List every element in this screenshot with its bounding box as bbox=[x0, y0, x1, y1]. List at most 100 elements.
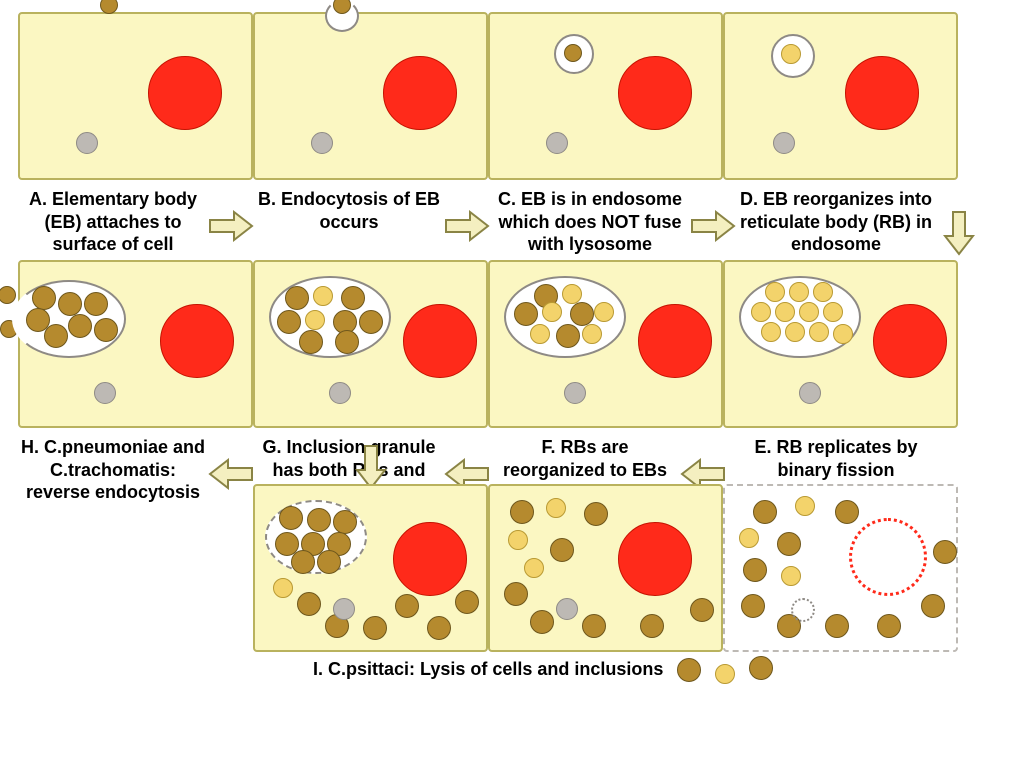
rb-icon bbox=[594, 302, 614, 322]
label-H: H. C.pneumoniae and C.trachomatis: rever… bbox=[18, 436, 208, 504]
row-1-labels: A. Elementary body (EB) attaches to surf… bbox=[18, 188, 1016, 256]
eb-icon bbox=[743, 558, 767, 582]
eb-icon bbox=[333, 510, 357, 534]
eb-icon bbox=[753, 500, 777, 524]
nucleus-icon bbox=[873, 304, 947, 378]
arrow-E-F bbox=[680, 436, 726, 490]
eb-icon bbox=[297, 592, 321, 616]
label-C: C. EB is in endosome which does NOT fuse… bbox=[490, 188, 690, 256]
rb-icon bbox=[562, 284, 582, 304]
eb-icon bbox=[307, 508, 331, 532]
lysosome-icon bbox=[76, 132, 98, 154]
label-I: I. C.psittaci: Lysis of cells and inclus… bbox=[313, 658, 663, 681]
rb-icon bbox=[305, 310, 325, 330]
cell-E bbox=[723, 260, 958, 428]
eb-icon bbox=[299, 330, 323, 354]
eb-icon bbox=[556, 324, 580, 348]
eb-icon bbox=[570, 302, 594, 326]
eb-icon bbox=[582, 614, 606, 638]
eb-icon bbox=[550, 538, 574, 562]
rb-icon bbox=[795, 496, 815, 516]
lysosome-lysed-icon bbox=[791, 598, 815, 622]
eb-icon bbox=[32, 286, 56, 310]
rb-icon bbox=[809, 322, 829, 342]
eb-icon bbox=[0, 286, 16, 304]
eb-icon bbox=[504, 582, 528, 606]
eb-icon bbox=[58, 292, 82, 316]
eb-icon bbox=[44, 324, 68, 348]
label-E: E. RB replicates by binary fission bbox=[726, 436, 946, 481]
rb-icon bbox=[833, 324, 853, 344]
label-D: D. EB reorganizes into reticulate body (… bbox=[736, 188, 936, 256]
rb-icon bbox=[785, 322, 805, 342]
eb-icon bbox=[921, 594, 945, 618]
arrow-G-H bbox=[208, 436, 254, 490]
eb-icon bbox=[395, 594, 419, 618]
row-2-cells bbox=[18, 260, 1016, 428]
eb-icon bbox=[277, 310, 301, 334]
eb-icon bbox=[933, 540, 957, 564]
cell-G bbox=[253, 260, 488, 428]
eb-icon bbox=[777, 532, 801, 556]
eb-icon bbox=[825, 614, 849, 638]
lysosome-icon bbox=[556, 598, 578, 620]
eb-icon bbox=[335, 330, 359, 354]
lysosome-icon bbox=[564, 382, 586, 404]
cell-H bbox=[18, 260, 253, 428]
eb-icon bbox=[677, 658, 701, 682]
eb-icon bbox=[835, 500, 859, 524]
eb-icon bbox=[741, 594, 765, 618]
eb-icon bbox=[68, 314, 92, 338]
arrow-C-D bbox=[690, 188, 736, 242]
rb-icon bbox=[524, 558, 544, 578]
arrow-B-C bbox=[444, 188, 490, 242]
cell-I1 bbox=[253, 484, 488, 652]
cell-B bbox=[253, 12, 488, 180]
lysosome-icon bbox=[94, 382, 116, 404]
eb-icon bbox=[877, 614, 901, 638]
eb-icon bbox=[427, 616, 451, 640]
rb-icon bbox=[546, 498, 566, 518]
eb-icon bbox=[341, 286, 365, 310]
rb-icon bbox=[765, 282, 785, 302]
rb-icon bbox=[761, 322, 781, 342]
rb-icon bbox=[781, 566, 801, 586]
eb-icon bbox=[584, 502, 608, 526]
nucleus-icon bbox=[618, 522, 692, 596]
nucleus-lysed-icon bbox=[849, 518, 927, 596]
lysosome-icon bbox=[773, 132, 795, 154]
rb-icon bbox=[530, 324, 550, 344]
nucleus-icon bbox=[845, 56, 919, 130]
label-F: F. RBs are reorganized to EBs bbox=[490, 436, 680, 481]
nucleus-icon bbox=[403, 304, 477, 378]
nucleus-icon bbox=[393, 522, 467, 596]
eb-icon bbox=[455, 590, 479, 614]
cell-A bbox=[18, 12, 253, 180]
eb-icon bbox=[530, 610, 554, 634]
cell-F bbox=[488, 260, 723, 428]
lysosome-icon bbox=[546, 132, 568, 154]
eb-icon bbox=[94, 318, 118, 342]
arrow-left-icon bbox=[208, 458, 254, 490]
arrow-right-icon bbox=[690, 210, 736, 242]
eb-icon bbox=[285, 286, 309, 310]
rb-icon bbox=[781, 44, 801, 64]
nucleus-icon bbox=[638, 304, 712, 378]
eb-icon bbox=[317, 550, 341, 574]
eb-icon bbox=[510, 500, 534, 524]
cell-D bbox=[723, 12, 958, 180]
eb-icon bbox=[749, 656, 773, 680]
rb-icon bbox=[739, 528, 759, 548]
arrow-D-E bbox=[936, 188, 982, 256]
rb-icon bbox=[751, 302, 771, 322]
nucleus-icon bbox=[618, 56, 692, 130]
cell-I2 bbox=[488, 484, 723, 652]
eb-icon bbox=[514, 302, 538, 326]
rb-icon bbox=[823, 302, 843, 322]
arrow-down-icon bbox=[943, 210, 975, 256]
arrow-A-B bbox=[208, 188, 254, 242]
rb-icon bbox=[542, 302, 562, 322]
rb-icon bbox=[313, 286, 333, 306]
label-A: A. Elementary body (EB) attaches to surf… bbox=[18, 188, 208, 256]
rb-icon bbox=[715, 664, 735, 684]
